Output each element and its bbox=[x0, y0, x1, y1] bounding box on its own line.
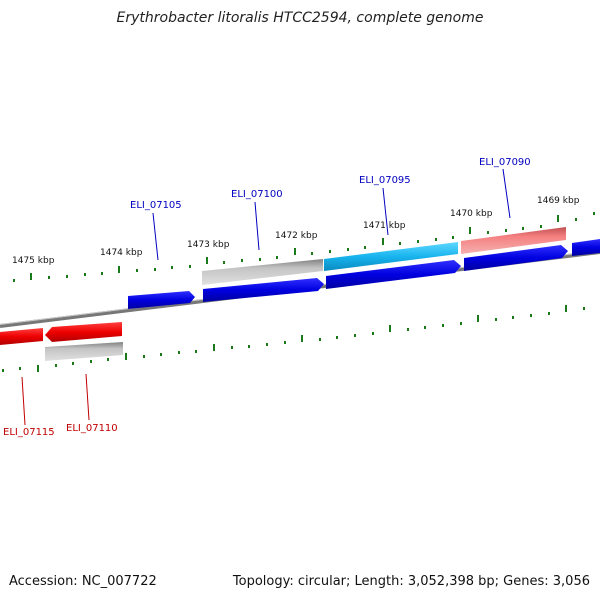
cds-arrow-ELI_07100[interactable] bbox=[203, 278, 324, 302]
kbp-label-1469: 1469 kbp bbox=[537, 196, 580, 206]
gene-feature-ELI_07100[interactable] bbox=[202, 259, 323, 285]
leader-line-ELI_07105 bbox=[152, 212, 159, 261]
genome-title: Erythrobacter litoralis HTCC2594, comple… bbox=[116, 10, 484, 26]
cds-arrow-ELI_07090[interactable] bbox=[464, 245, 568, 271]
gene-label-ELI_07110[interactable]: ELI_07110 bbox=[66, 423, 118, 434]
kbp-label-1472: 1472 kbp bbox=[275, 231, 318, 241]
gene-feature-ELI_07110[interactable] bbox=[45, 342, 123, 361]
inner-tick-row bbox=[2, 305, 585, 372]
cds-arrow-ELI_07085[interactable] bbox=[572, 239, 600, 256]
cds-arrow-ELI_07115[interactable] bbox=[0, 328, 43, 345]
gene-feature-ELI_07095[interactable] bbox=[324, 242, 458, 271]
cds-arrow-ELI_07110[interactable] bbox=[45, 322, 122, 342]
kbp-label-1471: 1471 kbp bbox=[363, 221, 406, 231]
gene-label-ELI_07090[interactable]: ELI_07090 bbox=[479, 157, 531, 168]
gene-label-ELI_07115[interactable]: ELI_07115 bbox=[3, 427, 55, 438]
gene-label-ELI_07095[interactable]: ELI_07095 bbox=[359, 175, 411, 186]
gene-label-ELI_07100[interactable]: ELI_07100 bbox=[231, 189, 283, 200]
leader-line-ELI_07115 bbox=[21, 376, 26, 426]
kbp-label-1475: 1475 kbp bbox=[12, 256, 55, 266]
gene-feature-ELI_07090[interactable] bbox=[461, 227, 566, 254]
gene-label-ELI_07105[interactable]: ELI_07105 bbox=[130, 200, 182, 211]
kbp-label-1474: 1474 kbp bbox=[100, 248, 143, 258]
kbp-label-1470: 1470 kbp bbox=[450, 209, 493, 219]
leader-line-ELI_07110 bbox=[85, 373, 90, 421]
outer-tick-row bbox=[13, 212, 595, 282]
leader-line-ELI_07090 bbox=[502, 168, 511, 219]
leader-line-ELI_07095 bbox=[382, 187, 389, 236]
kbp-label-1473: 1473 kbp bbox=[187, 240, 230, 250]
accession-text: Accession: NC_007722 bbox=[9, 574, 157, 589]
leader-line-ELI_07100 bbox=[254, 201, 260, 251]
cds-arrow-ELI_07105[interactable] bbox=[128, 291, 195, 309]
cds-arrow-ELI_07095[interactable] bbox=[326, 260, 461, 289]
genome-summary-text: Topology: circular; Length: 3,052,398 bp… bbox=[232, 574, 590, 589]
